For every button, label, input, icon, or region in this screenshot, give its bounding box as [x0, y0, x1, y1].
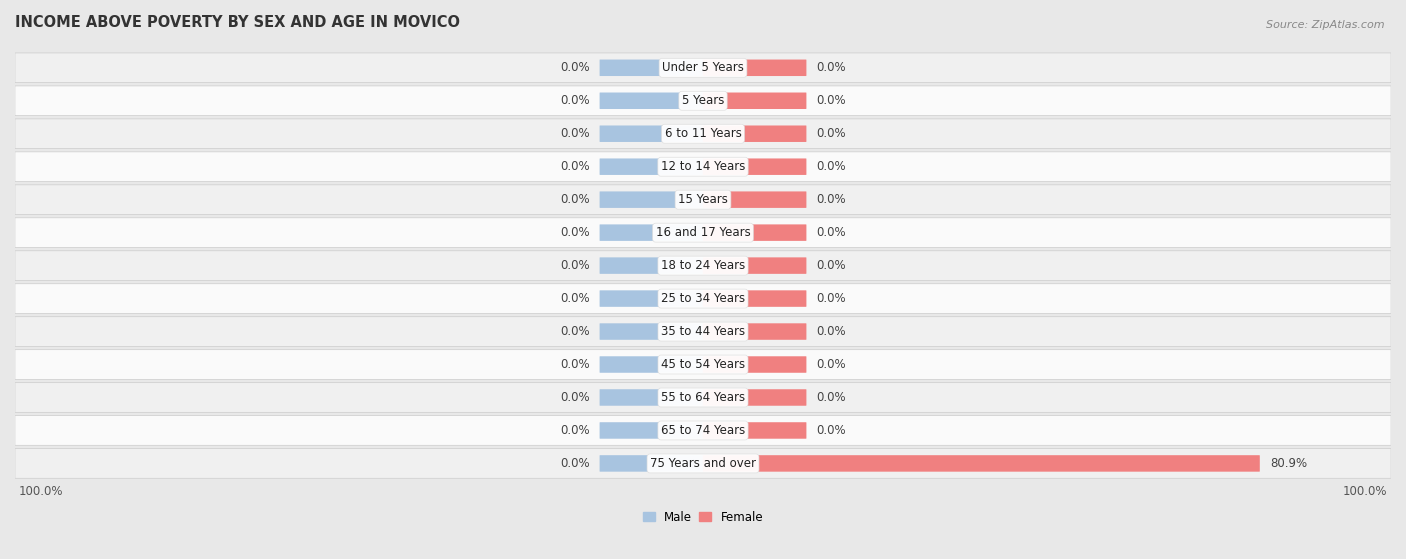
Text: 0.0%: 0.0%: [560, 94, 589, 107]
Text: 0.0%: 0.0%: [817, 61, 846, 74]
Text: 15 Years: 15 Years: [678, 193, 728, 206]
Text: 0.0%: 0.0%: [560, 61, 589, 74]
FancyBboxPatch shape: [15, 251, 1391, 281]
Text: 0.0%: 0.0%: [560, 325, 589, 338]
Text: 0.0%: 0.0%: [817, 160, 846, 173]
Text: 0.0%: 0.0%: [560, 457, 589, 470]
Text: 45 to 54 Years: 45 to 54 Years: [661, 358, 745, 371]
Text: INCOME ABOVE POVERTY BY SEX AND AGE IN MOVICO: INCOME ABOVE POVERTY BY SEX AND AGE IN M…: [15, 15, 460, 30]
Legend: Male, Female: Male, Female: [643, 510, 763, 524]
Text: 0.0%: 0.0%: [817, 193, 846, 206]
FancyBboxPatch shape: [15, 416, 1391, 446]
Text: 0.0%: 0.0%: [817, 226, 846, 239]
Text: Source: ZipAtlas.com: Source: ZipAtlas.com: [1267, 20, 1385, 30]
Text: 100.0%: 100.0%: [1343, 485, 1388, 498]
FancyBboxPatch shape: [599, 158, 703, 175]
Text: 0.0%: 0.0%: [560, 226, 589, 239]
FancyBboxPatch shape: [15, 86, 1391, 116]
Text: 0.0%: 0.0%: [560, 259, 589, 272]
FancyBboxPatch shape: [599, 323, 703, 340]
FancyBboxPatch shape: [599, 224, 703, 241]
FancyBboxPatch shape: [15, 185, 1391, 215]
FancyBboxPatch shape: [599, 125, 703, 142]
FancyBboxPatch shape: [703, 455, 1260, 472]
FancyBboxPatch shape: [15, 119, 1391, 149]
FancyBboxPatch shape: [703, 389, 807, 406]
Text: 0.0%: 0.0%: [817, 325, 846, 338]
Text: 0.0%: 0.0%: [560, 292, 589, 305]
FancyBboxPatch shape: [599, 455, 703, 472]
Text: 0.0%: 0.0%: [817, 391, 846, 404]
FancyBboxPatch shape: [703, 125, 807, 142]
FancyBboxPatch shape: [15, 53, 1391, 83]
Text: 75 Years and over: 75 Years and over: [650, 457, 756, 470]
Text: 0.0%: 0.0%: [817, 292, 846, 305]
Text: 0.0%: 0.0%: [817, 424, 846, 437]
Text: Under 5 Years: Under 5 Years: [662, 61, 744, 74]
FancyBboxPatch shape: [703, 323, 807, 340]
Text: 0.0%: 0.0%: [560, 193, 589, 206]
Text: 0.0%: 0.0%: [560, 424, 589, 437]
Text: 0.0%: 0.0%: [817, 259, 846, 272]
Text: 0.0%: 0.0%: [560, 391, 589, 404]
Text: 0.0%: 0.0%: [560, 358, 589, 371]
FancyBboxPatch shape: [15, 152, 1391, 182]
Text: 80.9%: 80.9%: [1270, 457, 1308, 470]
FancyBboxPatch shape: [599, 389, 703, 406]
Text: 12 to 14 Years: 12 to 14 Years: [661, 160, 745, 173]
FancyBboxPatch shape: [15, 317, 1391, 347]
FancyBboxPatch shape: [703, 60, 807, 76]
Text: 0.0%: 0.0%: [560, 127, 589, 140]
Text: 25 to 34 Years: 25 to 34 Years: [661, 292, 745, 305]
FancyBboxPatch shape: [599, 290, 703, 307]
Text: 6 to 11 Years: 6 to 11 Years: [665, 127, 741, 140]
Text: 35 to 44 Years: 35 to 44 Years: [661, 325, 745, 338]
FancyBboxPatch shape: [599, 356, 703, 373]
FancyBboxPatch shape: [15, 383, 1391, 413]
FancyBboxPatch shape: [599, 257, 703, 274]
FancyBboxPatch shape: [15, 449, 1391, 479]
Text: 16 and 17 Years: 16 and 17 Years: [655, 226, 751, 239]
Text: 0.0%: 0.0%: [817, 127, 846, 140]
FancyBboxPatch shape: [703, 224, 807, 241]
FancyBboxPatch shape: [703, 191, 807, 208]
FancyBboxPatch shape: [703, 158, 807, 175]
FancyBboxPatch shape: [599, 191, 703, 208]
FancyBboxPatch shape: [703, 257, 807, 274]
Text: 65 to 74 Years: 65 to 74 Years: [661, 424, 745, 437]
FancyBboxPatch shape: [599, 422, 703, 439]
Text: 18 to 24 Years: 18 to 24 Years: [661, 259, 745, 272]
FancyBboxPatch shape: [15, 350, 1391, 380]
Text: 0.0%: 0.0%: [560, 160, 589, 173]
FancyBboxPatch shape: [703, 422, 807, 439]
FancyBboxPatch shape: [15, 218, 1391, 248]
Text: 100.0%: 100.0%: [18, 485, 63, 498]
Text: 55 to 64 Years: 55 to 64 Years: [661, 391, 745, 404]
FancyBboxPatch shape: [703, 92, 807, 109]
Text: 0.0%: 0.0%: [817, 94, 846, 107]
FancyBboxPatch shape: [599, 60, 703, 76]
FancyBboxPatch shape: [15, 284, 1391, 314]
FancyBboxPatch shape: [599, 92, 703, 109]
FancyBboxPatch shape: [703, 356, 807, 373]
Text: 5 Years: 5 Years: [682, 94, 724, 107]
Text: 0.0%: 0.0%: [817, 358, 846, 371]
FancyBboxPatch shape: [703, 290, 807, 307]
